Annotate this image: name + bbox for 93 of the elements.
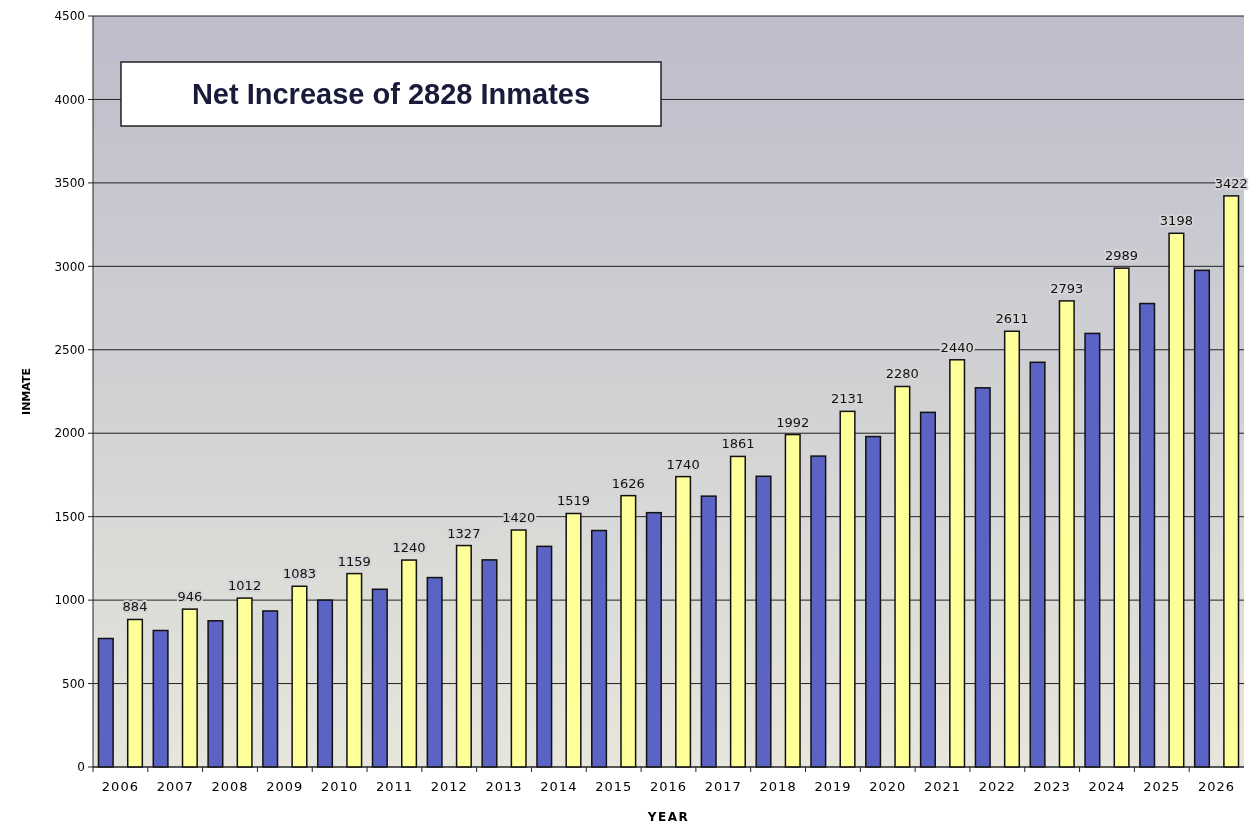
x-tick-label: 2018 xyxy=(759,779,797,794)
data-label: 2131 xyxy=(831,391,865,407)
bar xyxy=(565,512,582,768)
x-tick-label: 2012 xyxy=(430,779,468,794)
x-axis-title: YEAR xyxy=(646,810,690,824)
text: Net Increase of 2828 Inmates xyxy=(191,78,591,111)
bar xyxy=(729,455,746,768)
data-label: 1740 xyxy=(666,456,700,472)
bar xyxy=(1084,332,1101,768)
data-label: 2280 xyxy=(885,366,919,382)
data-label: 1240 xyxy=(392,540,426,556)
bar xyxy=(645,511,662,768)
bar xyxy=(481,559,498,768)
bar xyxy=(371,588,388,768)
data-label: 2611 xyxy=(995,311,1029,327)
data-label: 1159 xyxy=(337,553,371,569)
x-tick-label: 2024 xyxy=(1088,779,1126,794)
bar xyxy=(316,599,334,768)
x-tick-label: 2008 xyxy=(211,779,249,794)
y-tick-label: 1000 xyxy=(54,593,85,608)
bar xyxy=(262,610,279,768)
bar xyxy=(97,637,114,768)
y-tick-label: 0 xyxy=(77,760,85,775)
x-tick-label: 2026 xyxy=(1198,779,1236,794)
bar xyxy=(810,455,827,768)
bar xyxy=(126,618,144,768)
data-label: 1012 xyxy=(228,578,262,594)
bar xyxy=(346,572,363,768)
x-tick-label: 2007 xyxy=(156,779,194,794)
x-tick-label: 2022 xyxy=(978,779,1016,794)
bar xyxy=(784,433,801,768)
bar xyxy=(236,597,253,768)
x-tick-label: 2017 xyxy=(704,779,742,794)
y-tick-label: 2000 xyxy=(54,426,85,441)
bar xyxy=(949,359,966,768)
y-tick-label: 4500 xyxy=(54,9,85,24)
bar xyxy=(291,585,308,768)
x-tick-label: 2006 xyxy=(101,779,139,794)
bar xyxy=(894,385,911,768)
data-label: 1083 xyxy=(282,566,316,582)
bar xyxy=(426,576,443,768)
bar xyxy=(207,620,224,768)
bar xyxy=(1193,269,1211,768)
bar xyxy=(152,629,169,768)
bar xyxy=(974,387,991,768)
y-axis-title: INMATE xyxy=(20,368,33,415)
bar xyxy=(1223,195,1240,768)
x-tick-label: 2010 xyxy=(321,779,359,794)
x-tick-label: 2011 xyxy=(375,779,413,794)
bar xyxy=(1139,302,1156,768)
data-label: 884 xyxy=(122,599,148,615)
x-tick-label: 2015 xyxy=(595,779,633,794)
x-tick-label: 2021 xyxy=(924,779,962,794)
data-label: 1327 xyxy=(447,525,481,541)
bar xyxy=(1058,300,1075,768)
data-label: 1992 xyxy=(776,414,810,430)
bar xyxy=(755,475,772,768)
data-label: 2989 xyxy=(1105,248,1139,264)
data-label: 3198 xyxy=(1159,213,1193,229)
x-tick-label: 2009 xyxy=(266,779,304,794)
x-tick-label: 2016 xyxy=(649,779,688,794)
x-tick-label: 2019 xyxy=(814,779,852,794)
bar xyxy=(1168,232,1185,768)
x-tick-label: 2013 xyxy=(485,779,523,794)
bar xyxy=(591,529,608,768)
x-tick-label: 2020 xyxy=(869,779,907,794)
y-tick-label: 1500 xyxy=(54,509,85,524)
data-label: 1519 xyxy=(556,493,591,509)
bar xyxy=(620,494,637,768)
bar xyxy=(700,495,717,768)
bar xyxy=(865,435,882,768)
bar xyxy=(181,608,198,768)
bar xyxy=(919,411,936,768)
y-tick-label: 500 xyxy=(62,676,85,691)
bar xyxy=(1003,330,1021,768)
bar xyxy=(510,529,527,768)
y-tick-label: 3500 xyxy=(54,176,85,191)
bar xyxy=(675,475,692,768)
x-tick-label: 2014 xyxy=(540,779,578,794)
bar xyxy=(536,545,553,768)
bar xyxy=(839,410,856,768)
bar xyxy=(1029,361,1046,768)
y-tick-label: 4000 xyxy=(54,92,85,107)
y-tick-label: 2500 xyxy=(54,342,85,357)
data-label: 1861 xyxy=(721,436,755,452)
data-label: 1626 xyxy=(611,475,645,491)
y-tick-label: 3000 xyxy=(54,259,85,274)
bar xyxy=(1113,267,1130,768)
bar xyxy=(455,544,472,768)
data-label: 2793 xyxy=(1050,280,1084,296)
bar xyxy=(401,559,418,768)
x-tick-label: 2023 xyxy=(1033,779,1071,794)
x-tick-label: 2025 xyxy=(1143,779,1181,794)
